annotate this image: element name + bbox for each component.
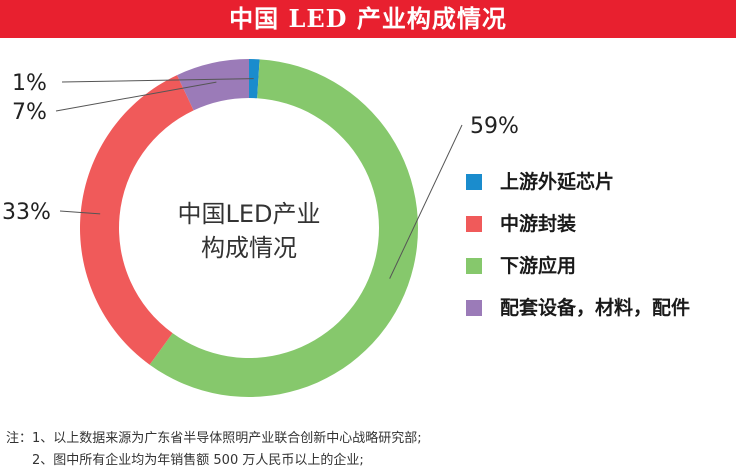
leader-lines: [55, 78, 463, 279]
leader-line: [389, 124, 463, 279]
chart-title: 中国 LED 产业构成情况: [0, 0, 736, 38]
value-label: 33%: [2, 200, 51, 225]
legend-label: 中游封装: [500, 213, 577, 235]
donut-slice: [79, 75, 194, 365]
legend-swatch: [466, 174, 482, 190]
donut-slice: [249, 59, 260, 99]
donut-slice: [177, 59, 249, 111]
footnote-text: 1、以上数据来源为广东省半导体照明产业联合创新中心战略研究部;: [32, 431, 422, 446]
legend-label: 下游应用: [500, 255, 577, 277]
leader-line: [61, 78, 254, 83]
footnote-text: 2、图中所有企业均为年销售额 500 万人民币以上的企业;: [32, 453, 364, 468]
center-text-line: 中国LED产业: [177, 200, 320, 228]
donut-slice: [149, 59, 418, 397]
legend-swatch: [466, 258, 482, 274]
footnote-line: 注：1、以上数据来源为广东省半导体照明产业联合创新中心战略研究部;: [6, 428, 422, 450]
legend-swatch: [466, 216, 482, 232]
leader-line: [59, 210, 101, 215]
value-label: 7%: [12, 100, 47, 125]
value-label: 59%: [470, 114, 519, 139]
legend-label: 配套设备，材料，配件: [500, 297, 691, 319]
footnote-prefix: 注：: [6, 431, 33, 446]
legend-label: 上游外延芯片: [500, 171, 615, 193]
value-labels: 1% 59% 33% 7%: [2, 71, 519, 225]
donut-slices: [79, 59, 418, 397]
legend-swatch: [466, 300, 482, 316]
value-label: 1%: [12, 71, 47, 96]
center-text-line: 构成情况: [201, 234, 297, 262]
footnotes: 注：1、以上数据来源为广东省半导体照明产业联合创新中心战略研究部; 2、图中所有…: [6, 428, 422, 472]
footnote-line: 2、图中所有企业均为年销售额 500 万人民币以上的企业;: [6, 450, 422, 472]
leader-line: [55, 81, 217, 112]
